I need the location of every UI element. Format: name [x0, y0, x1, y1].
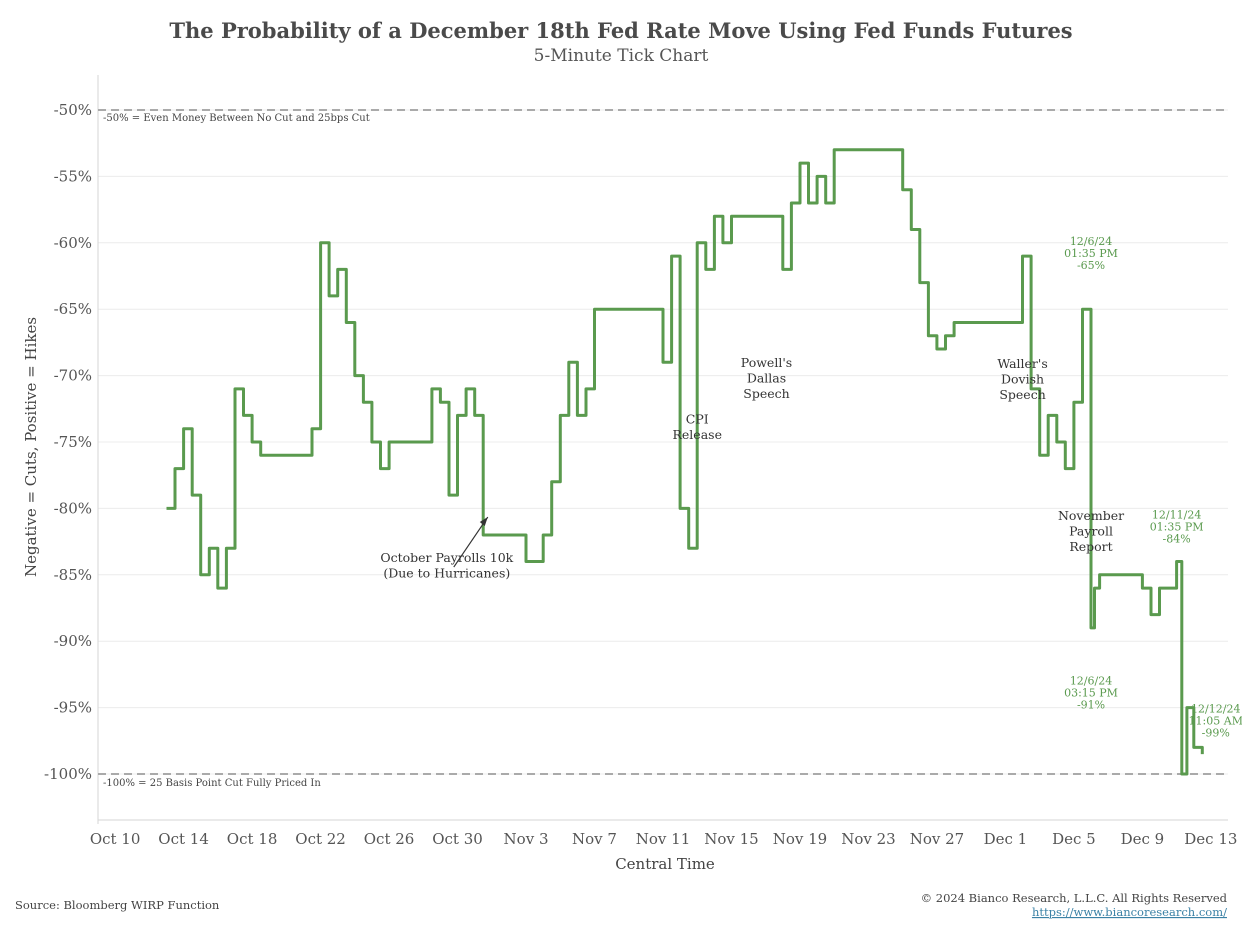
- x-tick-label: Dec 1: [984, 830, 1028, 848]
- annotation-text: 12/6/24: [1070, 674, 1112, 687]
- x-tick-label: Oct 14: [158, 830, 209, 848]
- annotation-text: 12/12/24: [1191, 703, 1240, 716]
- annotation-text: -84%: [1163, 533, 1191, 546]
- annotation-text: 12/6/24: [1070, 235, 1112, 248]
- x-tick-label: Nov 7: [572, 830, 617, 848]
- series-line: [166, 148, 1204, 776]
- annotations: October Payrolls 10k(Due to Hurricanes) C…: [380, 235, 1242, 740]
- annotation: October Payrolls 10k(Due to Hurricanes): [380, 516, 514, 581]
- website-link[interactable]: https://www.biancoresearch.com/: [1032, 905, 1227, 919]
- annotation-arrow: [453, 516, 489, 568]
- x-axis-ticks: Oct 10 Oct 14 Oct 18 Oct 22 Oct 26 Oct 30 Nov …: [90, 830, 1238, 848]
- x-tick-label: Oct 10: [90, 830, 141, 848]
- annotation-text: 01:35 PM: [1064, 247, 1118, 260]
- annotation-text: -99%: [1202, 727, 1230, 740]
- annotation-text: November: [1058, 508, 1124, 523]
- source-note: Source: Bloomberg WIRP Function: [15, 898, 220, 912]
- annotation-text: Powell's: [741, 355, 792, 370]
- annotation-text: Dallas: [747, 371, 786, 386]
- copyright-note: © 2024 Bianco Research, L.L.C. All Right…: [921, 891, 1228, 905]
- annotation-text: -65%: [1077, 259, 1105, 272]
- annotation-text: (Due to Hurricanes): [383, 566, 510, 581]
- x-tick-label: Dec 5: [1052, 830, 1096, 848]
- reference-line-label: -100% = 25 Basis Point Cut Fully Priced …: [103, 778, 321, 789]
- x-axis-label: Central Time: [615, 855, 715, 873]
- grid: [97, 75, 1228, 824]
- annotation-text: 03:15 PM: [1064, 686, 1118, 699]
- y-tick-label: -70%: [54, 367, 92, 385]
- annotation-text: Speech: [743, 386, 789, 401]
- x-tick-label: Nov 3: [504, 830, 549, 848]
- y-tick-label: -80%: [54, 499, 92, 517]
- annotation-text: Release: [673, 427, 722, 442]
- chart-title: The Probability of a December 18th Fed R…: [169, 18, 1072, 43]
- annotation-text: 12/11/24: [1152, 509, 1201, 522]
- y-axis-label: Negative = Cuts, Positive = Hikes: [22, 317, 40, 577]
- arrow-head: [479, 517, 488, 527]
- annotation-text: Report: [1069, 539, 1112, 554]
- x-tick-label: Dec 9: [1121, 830, 1165, 848]
- annotation-text: October Payrolls 10k: [380, 550, 513, 565]
- annotation-text: Waller's: [997, 356, 1047, 371]
- annotation-text: Speech: [999, 387, 1045, 402]
- x-tick-label: Oct 30: [432, 830, 483, 848]
- y-tick-label: -65%: [54, 300, 92, 318]
- x-tick-label: Nov 27: [910, 830, 965, 848]
- annotation-text: CPI: [686, 412, 709, 427]
- x-tick-label: Oct 18: [227, 830, 278, 848]
- y-tick-label: -90%: [54, 632, 92, 650]
- x-tick-label: Nov 11: [636, 830, 691, 848]
- annotation-text: 01:35 PM: [1150, 521, 1204, 534]
- x-tick-label: Nov 23: [841, 830, 896, 848]
- reference-line-label: -50% = Even Money Between No Cut and 25b…: [103, 113, 370, 124]
- x-tick-label: Oct 26: [364, 830, 415, 848]
- y-tick-label: -85%: [54, 566, 92, 584]
- x-tick-label: Nov 19: [773, 830, 828, 848]
- annotation-text: Dovish: [1001, 372, 1044, 387]
- annotation-text: -91%: [1077, 698, 1105, 711]
- y-tick-label: -95%: [54, 699, 92, 717]
- y-tick-label: -55%: [54, 167, 92, 185]
- annotation-text: 11:05 AM: [1189, 715, 1242, 728]
- y-tick-label: -60%: [54, 234, 92, 252]
- reference-lines: -50% = Even Money Between No Cut and 25b…: [98, 109, 1228, 789]
- x-tick-label: Dec 13: [1184, 830, 1237, 848]
- y-tick-label: -50%: [54, 101, 92, 119]
- chart-subtitle: 5-Minute Tick Chart: [534, 46, 709, 66]
- y-tick-label: -100%: [44, 765, 92, 783]
- y-axis-ticks: -50% -55% -60% -65% -70% -75% -80% -85% -90% -95%…: [44, 101, 92, 783]
- series: [166, 148, 1204, 776]
- x-tick-label: Oct 22: [295, 830, 346, 848]
- annotation-text: Payroll: [1069, 524, 1113, 539]
- y-tick-label: -75%: [54, 433, 92, 451]
- x-tick-label: Nov 15: [704, 830, 759, 848]
